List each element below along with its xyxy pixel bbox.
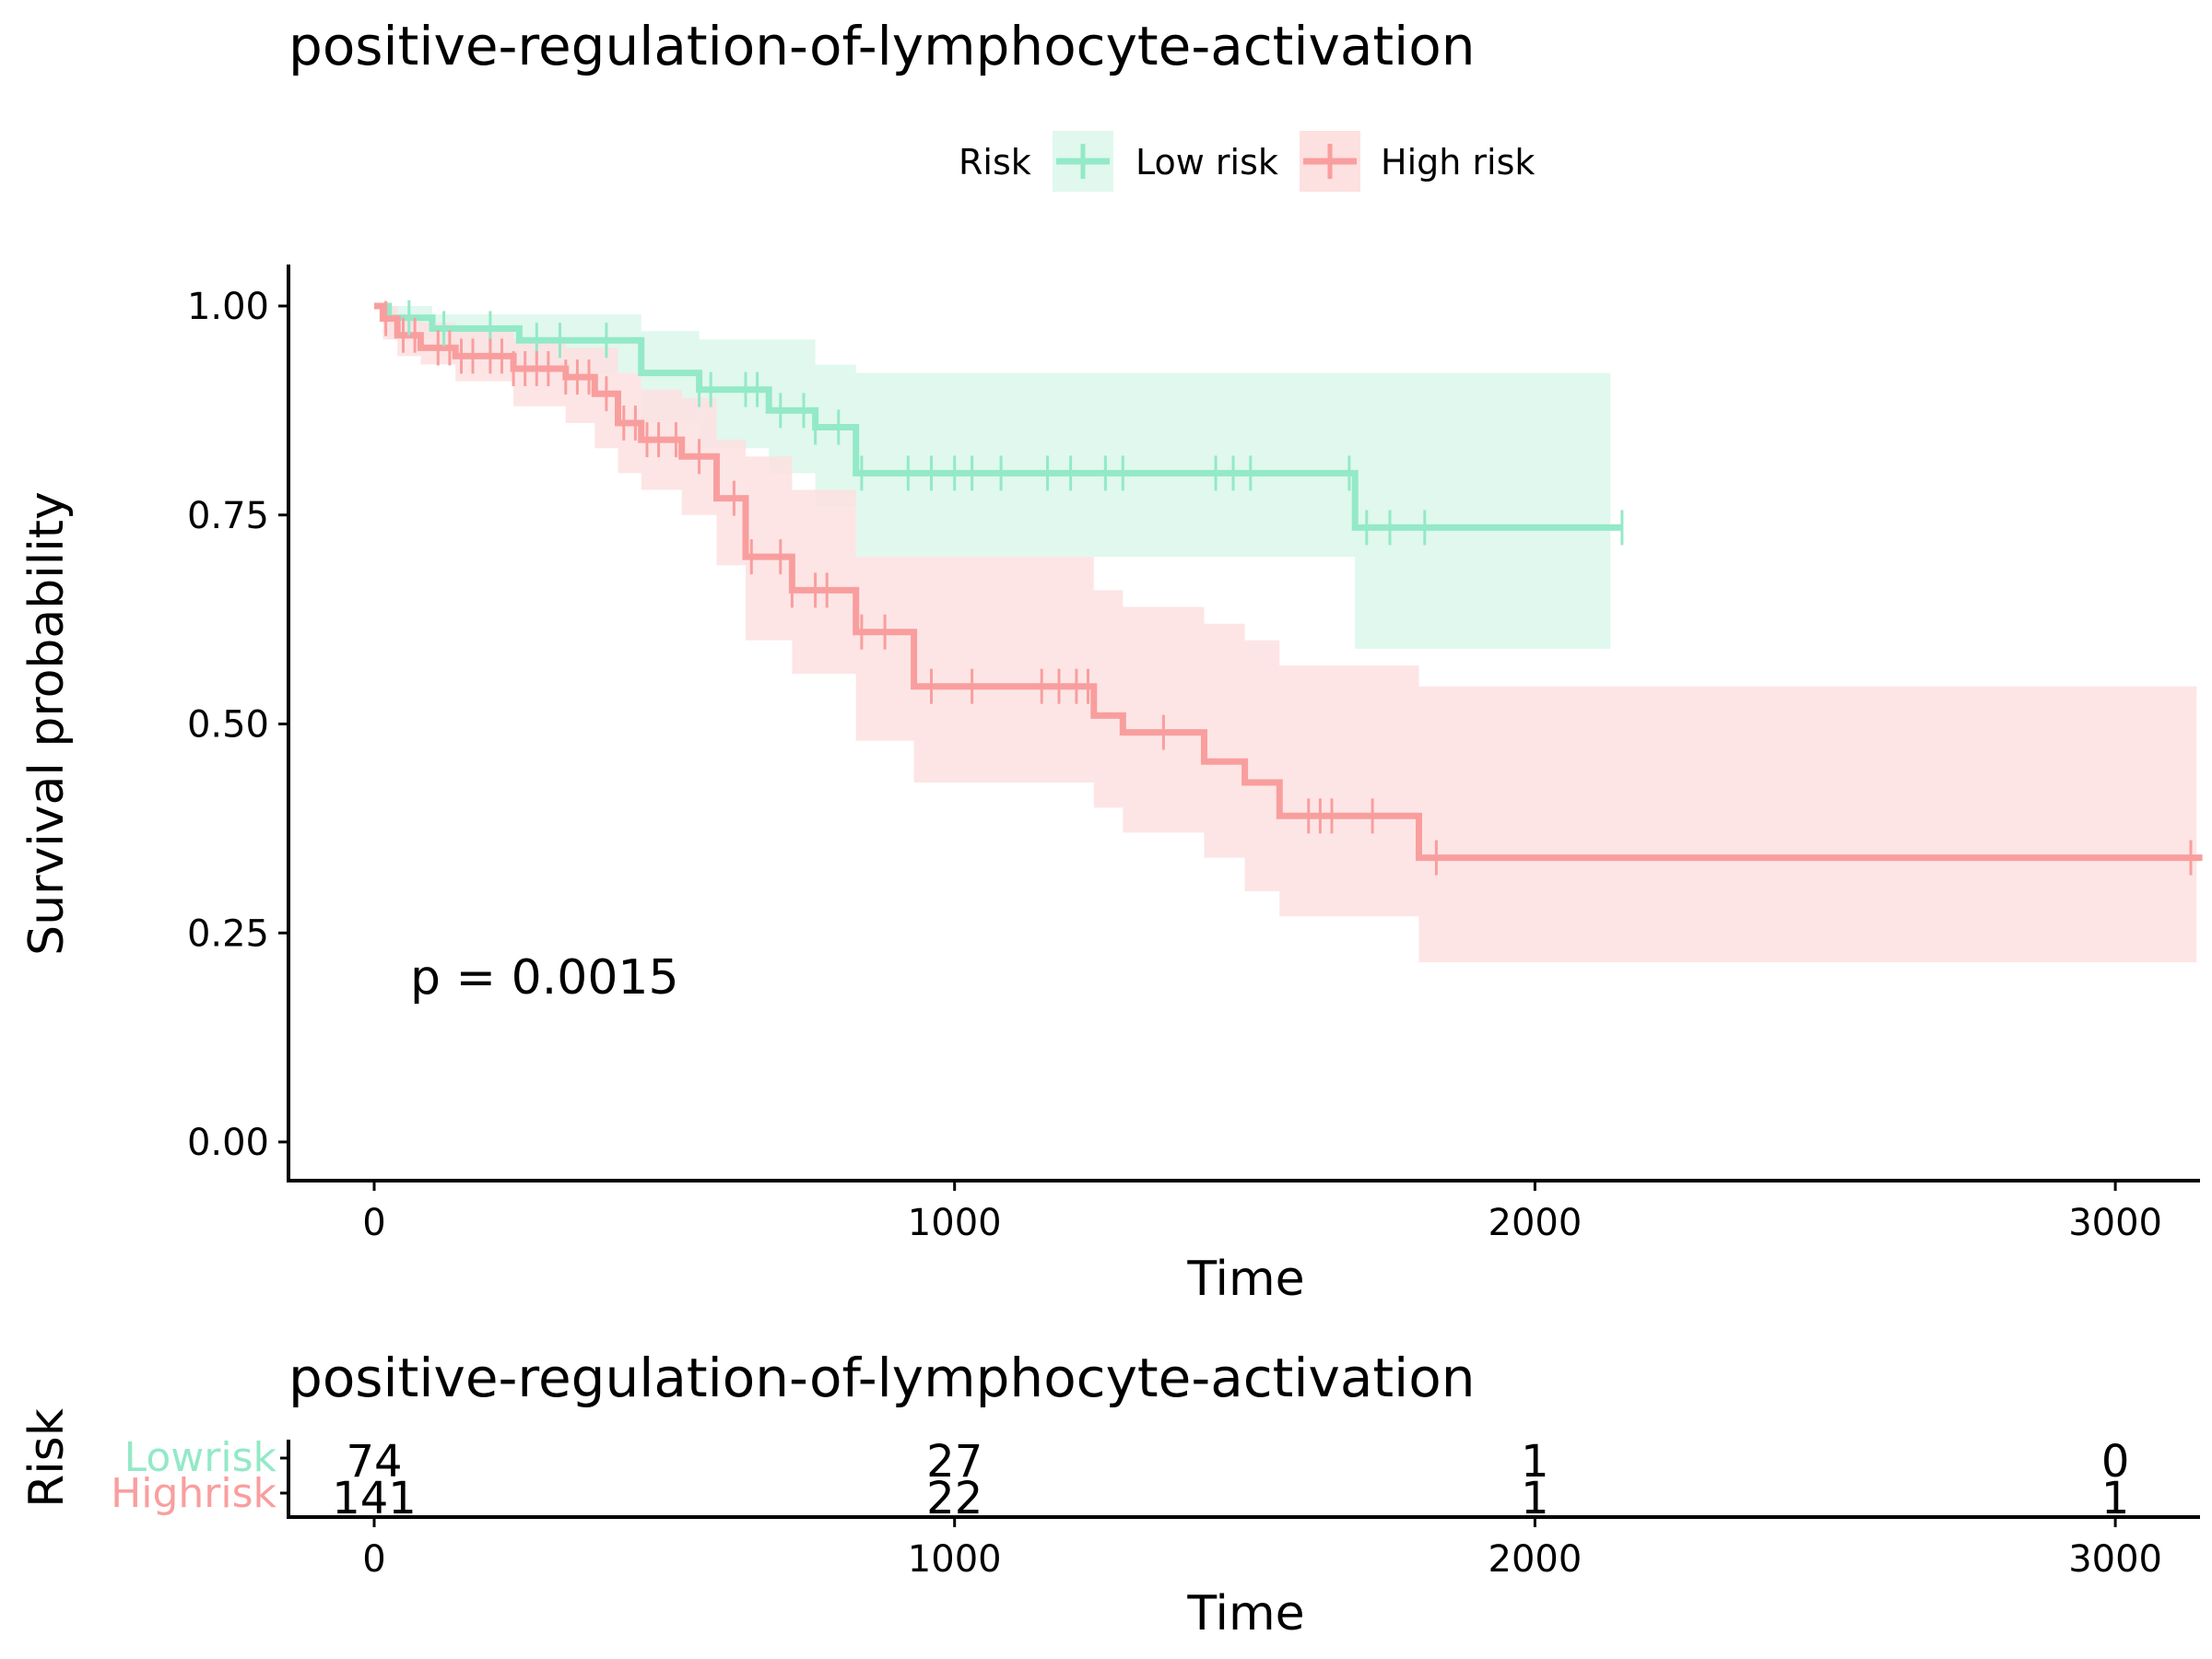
y-tick-label: 1.00 [187,286,269,328]
x-tick-label: 0 [362,1202,385,1244]
risk-table-x-title: Time [1186,1586,1304,1641]
legend-title: Risk [959,142,1031,182]
confidence-bands [374,306,2197,962]
y-tick-label: 0.50 [187,704,269,747]
risk-count-low: 74 [346,1436,402,1488]
legend-high-risk-label: High risk [1381,142,1535,182]
y-axis-ticks: 0.00 0.25 0.50 0.75 1.00 [187,286,288,1164]
y-axis-title: Survival probability [19,491,75,956]
risk-count-high: 141 [332,1473,417,1524]
risk-x-tick-label: 2000 [1488,1538,1583,1581]
risk-count-low: 1 [1521,1436,1549,1488]
x-tick-label: 1000 [908,1202,1002,1244]
risk-x-tick-label: 1000 [908,1538,1002,1581]
legend-low-risk-label: Low risk [1135,142,1278,182]
p-value: p = 0.0015 [410,950,679,1006]
y-tick-label: 0.00 [187,1122,269,1164]
risk-table-y-title: Risk [19,1408,75,1508]
risk-count-high: 22 [926,1473,982,1524]
high-risk-ci-band [374,306,2197,962]
risk-count-high: 1 [2101,1473,2130,1524]
risk-count-low: 0 [2101,1436,2130,1488]
high-risk-survival-curve [374,302,2203,862]
censor-marks [384,300,2193,876]
low-risk-ci-band [374,306,1611,649]
risk-x-tick-label: 3000 [2068,1538,2162,1581]
x-axis-title: Time [1186,1252,1304,1307]
risk-count-high: 1 [1521,1473,1549,1524]
risk-row-label-high: Highrisk [111,1470,276,1517]
risk-count-low: 27 [926,1436,982,1488]
plot-title: positive-regulation-of-lymphocyte-activa… [288,15,1476,77]
x-tick-label: 3000 [2068,1202,2162,1244]
y-tick-label: 0.75 [187,495,269,537]
x-tick-label: 2000 [1488,1202,1583,1244]
risk-x-tick-label: 0 [362,1538,385,1581]
x-axis-ticks: 0 1000 2000 3000 [362,1181,2162,1244]
risk-table-title: positive-regulation-of-lymphocyte-activa… [288,1347,1476,1409]
y-tick-label: 0.25 [187,912,269,955]
risk-table-x-ticks: 0 1000 2000 3000 [362,1517,2162,1581]
legend: Risk Low risk High risk [959,131,1535,192]
risk-row-label-low: Lowrisk [124,1434,277,1481]
